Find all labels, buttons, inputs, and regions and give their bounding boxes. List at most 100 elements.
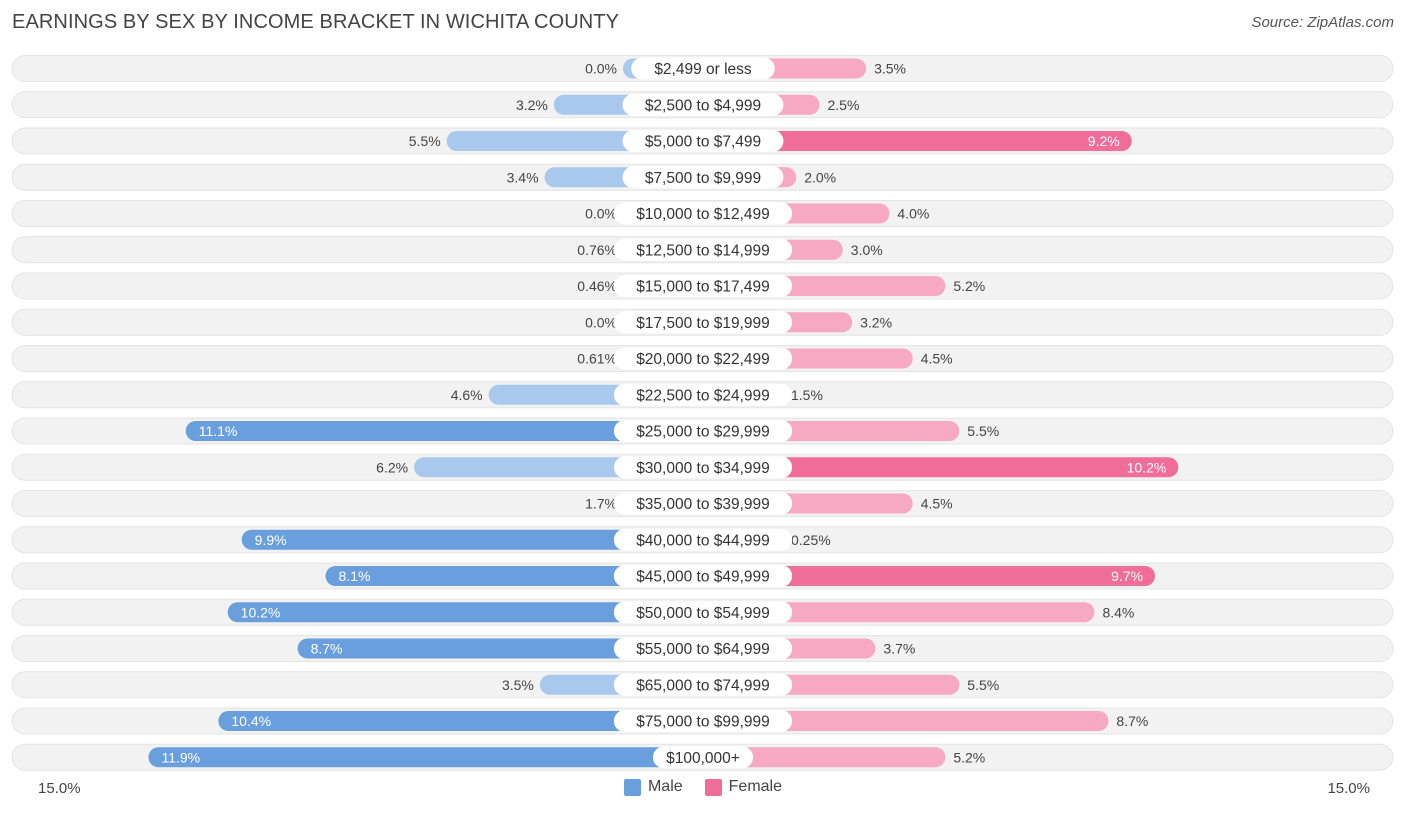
female-value-label: 2.0%: [804, 169, 836, 185]
category-label: $100,000+: [666, 750, 740, 767]
legend-label-female: Female: [728, 778, 783, 795]
category-label: $17,500 to $19,999: [636, 315, 770, 332]
male-bar: [148, 747, 703, 768]
category-pill: [622, 166, 784, 189]
category-label: $2,499 or less: [654, 61, 752, 78]
male-value-label: 0.0%: [585, 206, 617, 222]
female-value-label: 5.2%: [953, 278, 985, 294]
legend-item-male: Male: [623, 778, 683, 796]
male-value-label: 0.46%: [577, 278, 617, 294]
category-label: $20,000 to $22,499: [636, 351, 770, 368]
female-bar: [703, 131, 1132, 151]
category-pill: [622, 93, 784, 116]
female-value-label: 4.0%: [897, 206, 929, 222]
female-value-label: 2.5%: [828, 97, 860, 113]
category-pill: [613, 275, 793, 297]
male-value-label: 4.6%: [451, 387, 483, 403]
category-label: $35,000 to $39,999: [636, 496, 770, 513]
category-pill: [613, 673, 793, 696]
male-bar: [241, 529, 703, 550]
male-value-label: 3.5%: [502, 677, 534, 693]
source-credit: Source: ZipAtlas.com: [1251, 14, 1394, 31]
male-value-label: 8.1%: [339, 568, 371, 584]
category-pill: [613, 492, 793, 515]
male-value-label: 0.0%: [585, 314, 617, 330]
category-label: $75,000 to $99,999: [636, 714, 770, 731]
female-bar: [703, 747, 946, 768]
category-label: $45,000 to $49,999: [636, 569, 770, 586]
female-bar: [703, 602, 1095, 623]
category-pill: [652, 746, 754, 769]
male-value-label: 3.2%: [516, 97, 548, 113]
female-bar: [703, 566, 1156, 586]
female-value-label: 3.0%: [851, 242, 883, 258]
female-swatch-icon: [704, 778, 722, 796]
category-label: $7,500 to $9,999: [645, 170, 761, 187]
male-value-label: 8.7%: [311, 641, 343, 657]
female-value-label: 9.2%: [1088, 133, 1120, 149]
category-pill: [613, 202, 793, 225]
male-bar: [227, 602, 703, 623]
male-value-label: 9.9%: [255, 532, 287, 548]
category-label: $55,000 to $64,999: [636, 641, 770, 658]
category-pill: [613, 565, 793, 587]
category-pill: [613, 710, 793, 732]
female-value-label: 5.5%: [967, 423, 999, 439]
male-bar: [297, 638, 703, 659]
category-pill: [631, 57, 775, 80]
category-label: $10,000 to $12,499: [636, 206, 770, 223]
category-pill: [613, 311, 793, 334]
category-label: $5,000 to $7,499: [645, 134, 761, 151]
category-pill: [613, 238, 793, 261]
category-pill: [613, 347, 793, 370]
category-pill: [613, 601, 793, 624]
legend: Male Female: [0, 778, 1406, 796]
category-label: $15,000 to $17,499: [636, 279, 770, 296]
category-label: $12,500 to $14,999: [636, 242, 770, 259]
male-bar: [218, 711, 704, 731]
category-pill: [613, 637, 793, 660]
female-value-label: 5.5%: [967, 677, 999, 693]
female-value-label: 3.2%: [860, 314, 892, 330]
axis-min-label: 15.0%: [38, 780, 81, 797]
chart-area: 0.0% 3.5% $2,499 or less 3.2% 2.5% $2,500 to …: [11, 55, 1394, 771]
male-value-label: 3.4%: [507, 169, 539, 185]
male-value-label: 6.2%: [376, 459, 408, 475]
male-value-label: 10.4%: [231, 713, 271, 729]
male-swatch-icon: [623, 778, 641, 796]
male-value-label: 0.76%: [577, 242, 617, 258]
male-value-label: 11.1%: [199, 423, 238, 439]
category-label: $30,000 to $34,999: [636, 460, 770, 477]
female-value-label: 5.2%: [953, 749, 985, 765]
male-value-label: 10.2%: [241, 604, 281, 620]
category-label: $22,500 to $24,999: [636, 387, 770, 404]
male-value-label: 5.5%: [409, 133, 441, 149]
category-label: $2,500 to $4,999: [645, 97, 761, 114]
category-label: $50,000 to $54,999: [636, 605, 770, 622]
category-label: $65,000 to $74,999: [636, 677, 770, 694]
female-value-label: 8.7%: [1116, 713, 1148, 729]
female-value-label: 4.5%: [921, 351, 953, 367]
female-bar: [703, 711, 1109, 731]
female-value-label: 3.5%: [874, 61, 906, 77]
category-label: $25,000 to $29,999: [636, 424, 770, 441]
male-value-label: 0.61%: [577, 351, 617, 367]
male-bar: [325, 566, 703, 586]
category-pill: [613, 528, 793, 551]
legend-item-female: Female: [704, 778, 783, 796]
female-value-label: 3.7%: [883, 641, 915, 657]
female-value-label: 10.2%: [1127, 459, 1167, 475]
female-value-label: 4.5%: [921, 496, 953, 512]
female-value-label: 0.25%: [791, 532, 831, 548]
female-value-label: 8.4%: [1102, 604, 1134, 620]
category-pill: [613, 383, 793, 406]
female-value-label: 1.5%: [791, 387, 823, 403]
legend-label-male: Male: [647, 778, 683, 795]
female-bar: [703, 457, 1179, 478]
male-value-label: 0.0%: [585, 61, 617, 77]
chart-title: EARNINGS BY SEX BY INCOME BRACKET IN WIC…: [12, 11, 620, 33]
category-pill: [622, 130, 784, 152]
male-value-label: 1.7%: [585, 496, 617, 512]
category-pill: [613, 456, 793, 479]
category-pill: [613, 420, 793, 442]
